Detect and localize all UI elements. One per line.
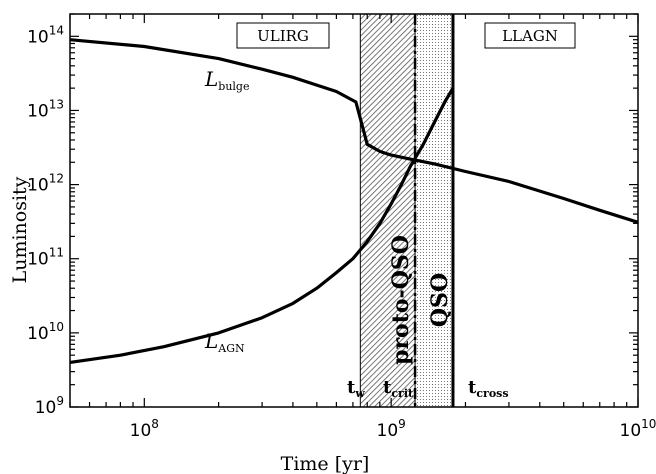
x-tick-label: 108	[130, 417, 159, 441]
phase-label-qso: QSO	[427, 273, 453, 327]
region-qso	[415, 14, 453, 407]
time-marker-tcross: tcross	[468, 377, 509, 400]
y-tick-label: 109	[35, 394, 64, 418]
y-axis-title: Luminosity	[9, 176, 31, 283]
label-l-agn: LAGN	[204, 329, 245, 355]
y-tick-label: 1013	[27, 97, 64, 121]
y-tick-label: 1010	[27, 320, 64, 344]
time-marker-tcrit: tcrit	[383, 377, 414, 400]
x-tick-label: 1010	[620, 417, 656, 441]
box-label-llagn: LLAGN	[502, 27, 558, 45]
x-tick-label: 109	[377, 417, 406, 441]
box-ulirg	[236, 22, 330, 49]
label-l-bulge: Lbulge	[204, 67, 249, 93]
x-axis-title: Time [yr]	[281, 453, 370, 474]
y-tick-label: 1014	[27, 23, 64, 47]
time-marker-tw: tw	[347, 377, 365, 400]
y-tick-label: 1011	[27, 246, 64, 270]
y-tick-label: 1012	[27, 172, 64, 196]
box-llagn	[484, 22, 576, 49]
series-l-agn	[69, 87, 455, 364]
phase-label-proto-qso: proto-QSO	[388, 235, 414, 365]
series-l-bulge	[69, 38, 639, 224]
box-label-ulirg: ULIRG	[257, 27, 309, 45]
plot-frame	[69, 13, 639, 408]
